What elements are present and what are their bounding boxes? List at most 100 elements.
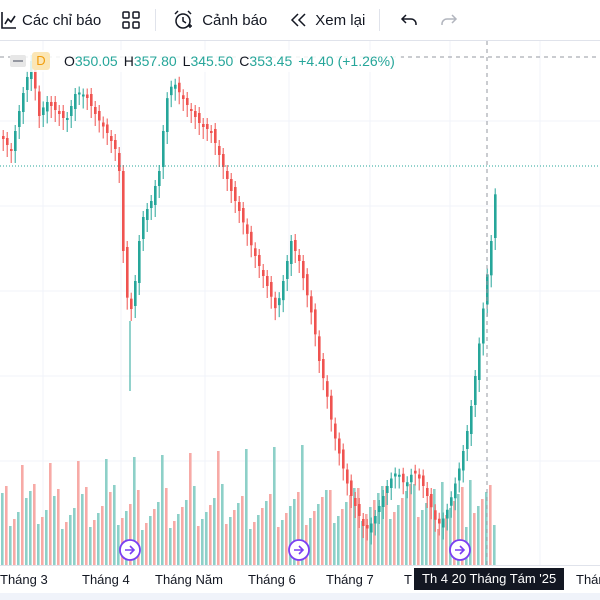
candle-body bbox=[290, 241, 293, 264]
volume-bar bbox=[413, 484, 416, 565]
candle-body bbox=[390, 478, 393, 488]
volume-bar bbox=[417, 517, 420, 565]
volume-bar bbox=[281, 520, 284, 565]
candle-body bbox=[250, 231, 253, 246]
candle-body bbox=[34, 59, 37, 89]
candle-body bbox=[146, 209, 149, 220]
candle-body bbox=[242, 208, 245, 223]
candle-body bbox=[110, 136, 113, 141]
candle-body bbox=[22, 93, 25, 112]
volume-bar bbox=[385, 486, 388, 565]
volume-bar bbox=[209, 505, 212, 565]
volume-bar bbox=[433, 489, 436, 565]
volume-bar bbox=[217, 451, 220, 565]
price-chart[interactable] bbox=[0, 41, 600, 565]
volume-bar bbox=[89, 527, 92, 565]
volume-bar bbox=[149, 516, 152, 565]
candle-body bbox=[206, 124, 209, 129]
interval-badge[interactable]: D bbox=[32, 52, 50, 70]
candle-body bbox=[6, 138, 9, 145]
change-value: +4.40 (+1.26%) bbox=[298, 53, 395, 69]
volume-bar bbox=[49, 463, 52, 565]
candle-body bbox=[422, 475, 425, 486]
candle-body bbox=[306, 274, 309, 296]
candle-body bbox=[226, 171, 229, 179]
volume-bar bbox=[129, 504, 132, 565]
layouts-button[interactable] bbox=[121, 0, 141, 40]
event-marker-arrow bbox=[294, 545, 305, 555]
candle-body bbox=[258, 255, 261, 266]
redo-button[interactable] bbox=[440, 0, 458, 40]
volume-bar bbox=[233, 510, 236, 565]
volume-bar bbox=[353, 488, 356, 565]
open-value: 350.05 bbox=[74, 53, 118, 69]
candle-body bbox=[198, 113, 201, 123]
high-value: 357.80 bbox=[133, 53, 177, 69]
volume-bar bbox=[117, 525, 120, 565]
candle-body bbox=[166, 98, 169, 132]
volume-bar bbox=[81, 494, 84, 565]
candle-body bbox=[406, 482, 409, 487]
candle-body bbox=[130, 298, 133, 309]
volume-bar bbox=[137, 490, 140, 565]
candle-body bbox=[438, 518, 441, 524]
candle-body bbox=[98, 111, 101, 121]
candle-body bbox=[58, 111, 61, 114]
candle-body bbox=[62, 111, 65, 118]
volume-bar bbox=[181, 507, 184, 565]
volume-bar bbox=[409, 484, 412, 565]
candle-body bbox=[378, 506, 381, 512]
legend-collapse-handle-icon[interactable] bbox=[10, 55, 26, 67]
x-tick-label: Tháng 6 bbox=[248, 572, 296, 587]
candle-body bbox=[142, 217, 145, 239]
candle-body bbox=[2, 136, 5, 139]
candle-body bbox=[50, 102, 53, 106]
volume-bar bbox=[17, 512, 20, 565]
candle-body bbox=[94, 107, 97, 114]
high-label: H bbox=[123, 53, 134, 69]
candle-body bbox=[414, 470, 417, 474]
undo-button[interactable] bbox=[400, 0, 418, 40]
volume-bar bbox=[213, 498, 216, 565]
volume-bar bbox=[381, 486, 384, 565]
volume-bar bbox=[185, 500, 188, 565]
low-value: 345.50 bbox=[190, 53, 234, 69]
volume-bar bbox=[429, 496, 432, 565]
volume-bar bbox=[461, 487, 464, 565]
alerts-label: Cảnh báo bbox=[202, 11, 268, 29]
candle-body bbox=[194, 111, 197, 117]
volume-bar bbox=[473, 513, 476, 565]
grid-layout-icon bbox=[121, 10, 141, 30]
candle-body bbox=[350, 480, 353, 496]
candle-body bbox=[410, 474, 413, 483]
candle-body bbox=[370, 523, 373, 533]
candle-body bbox=[326, 381, 329, 397]
volume-bar bbox=[285, 513, 288, 565]
volume-bar bbox=[57, 489, 60, 565]
candle-body bbox=[270, 282, 273, 297]
volume-bar bbox=[177, 514, 180, 565]
alerts-button[interactable]: Cảnh báo bbox=[172, 0, 267, 40]
indicators-button[interactable]: Các chỉ báo bbox=[0, 0, 101, 40]
candle-body bbox=[346, 469, 349, 484]
candle-body bbox=[322, 359, 325, 379]
candle-body bbox=[46, 102, 49, 112]
candle-body bbox=[318, 336, 321, 361]
candle-body bbox=[490, 241, 493, 276]
time-axis[interactable]: Tháng 3 Tháng 4 Tháng Năm Tháng 6 Tháng … bbox=[0, 565, 600, 594]
volume-bar bbox=[485, 492, 488, 565]
candle-body bbox=[70, 106, 73, 116]
volume-bar bbox=[101, 506, 104, 565]
replay-button[interactable]: Xem lại bbox=[289, 0, 365, 40]
candle-body bbox=[178, 82, 181, 93]
candle-body bbox=[126, 247, 129, 298]
candle-body bbox=[474, 376, 477, 405]
candle-body bbox=[446, 509, 449, 519]
volume-bar bbox=[61, 529, 64, 565]
volume-bar bbox=[133, 457, 136, 565]
candle-body bbox=[246, 224, 249, 234]
crosshair-date-label: Th 4 20 Tháng Tám '25 bbox=[414, 568, 565, 590]
candle-body bbox=[362, 519, 365, 526]
candle-body bbox=[294, 240, 297, 251]
candle-body bbox=[478, 343, 481, 380]
